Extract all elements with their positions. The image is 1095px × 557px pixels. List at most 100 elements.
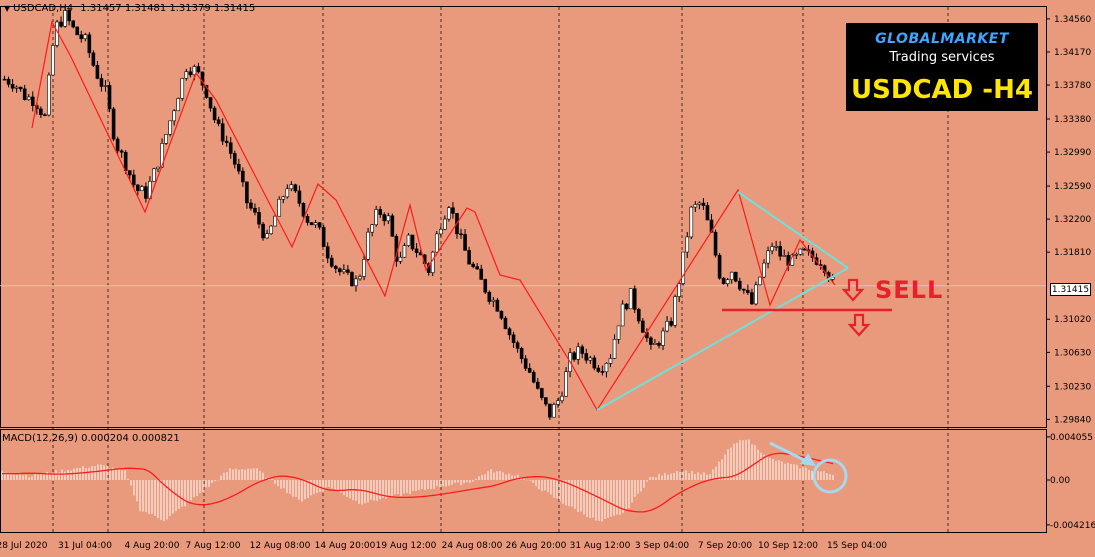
- candle-body: [491, 299, 496, 302]
- candle-body: [673, 296, 677, 326]
- candle-body: [156, 166, 160, 170]
- candle-body: [742, 288, 746, 291]
- candle-body: [434, 233, 439, 253]
- candle-body: [544, 397, 548, 405]
- candle-body: [289, 184, 294, 190]
- target-down-arrow-icon: [847, 313, 871, 337]
- sell-label: SELL: [875, 276, 944, 304]
- price-tick-label: 1.32590: [1054, 182, 1091, 192]
- candle-body: [439, 229, 443, 235]
- candle-body: [665, 321, 669, 332]
- candle-body: [580, 346, 585, 354]
- candle-body: [67, 9, 71, 22]
- candle-body: [697, 202, 702, 205]
- candle-body: [507, 328, 512, 336]
- price-tick-label: 1.32990: [1054, 148, 1091, 158]
- candle-body: [204, 84, 209, 98]
- candle-body: [164, 134, 168, 144]
- candle-body: [471, 263, 475, 267]
- candle-body: [552, 404, 556, 418]
- candle-body: [616, 325, 621, 340]
- candle-body: [144, 186, 148, 199]
- candle-body: [245, 181, 249, 204]
- candle-body: [721, 277, 726, 285]
- candle-body: [467, 250, 471, 265]
- price-tick-label: 1.31020: [1054, 315, 1091, 325]
- candle-body: [305, 215, 310, 223]
- candle-body: [624, 303, 629, 310]
- candle-body: [30, 96, 35, 106]
- time-tick-label: 7 Aug 12:00: [186, 541, 241, 551]
- candle-body: [378, 209, 383, 215]
- candle-body: [115, 138, 120, 152]
- current-price-tag: 1.31415: [1050, 283, 1091, 296]
- candle-body: [309, 222, 314, 226]
- candle-body: [75, 26, 80, 36]
- candle-body: [2, 78, 7, 81]
- candle-body: [228, 142, 233, 154]
- candle-body: [338, 268, 342, 273]
- candle-body: [661, 330, 665, 346]
- candle-body: [51, 45, 55, 76]
- candle-body: [71, 20, 75, 28]
- macd-tick-label: -0.004216: [1050, 521, 1095, 531]
- candle-body: [277, 199, 282, 217]
- time-tick-label: 4 Aug 20:00: [125, 541, 180, 551]
- candle-body: [487, 291, 492, 302]
- candle-body: [59, 21, 63, 27]
- candle-body: [297, 190, 302, 204]
- price-tick-label: 1.30630: [1054, 348, 1091, 358]
- candle-body: [91, 52, 96, 66]
- candle-body: [713, 231, 718, 256]
- candle-body: [762, 262, 766, 278]
- candle-body: [354, 278, 358, 287]
- candle-body: [503, 317, 508, 330]
- candle-body: [540, 388, 544, 398]
- candle-body: [47, 74, 51, 116]
- candle-body: [131, 174, 136, 186]
- candle-body: [176, 98, 181, 112]
- candle-body: [313, 222, 318, 226]
- chart-header: ▼ USDCAD,H4 1.31457 1.31481 1.31379 1.314…: [4, 3, 255, 14]
- candle-body: [746, 289, 750, 293]
- candle-body: [301, 202, 306, 217]
- candle-body: [596, 367, 601, 372]
- candle-body: [87, 34, 92, 54]
- candle-body: [119, 150, 124, 153]
- candles: [2, 7, 835, 420]
- time-tick-label: 26 Aug 20:00: [506, 541, 567, 551]
- candle-body: [184, 71, 189, 79]
- candle-body: [358, 276, 362, 280]
- candle-body: [653, 342, 657, 345]
- time-tick-label: 19 Aug 12:00: [376, 541, 437, 551]
- candle-body: [685, 236, 690, 253]
- candle-body: [519, 348, 524, 360]
- time-tick-label: 28 Jul 2020: [0, 541, 48, 551]
- time-tick-label: 31 Jul 04:00: [58, 541, 112, 551]
- candle-body: [681, 251, 686, 284]
- candle-body: [224, 140, 229, 144]
- candle-body: [778, 245, 782, 257]
- candle-body: [750, 292, 754, 305]
- candle-body: [600, 371, 605, 373]
- candle-body: [196, 66, 201, 73]
- candle-body: [216, 119, 221, 124]
- candle-body: [127, 170, 132, 176]
- candle-body: [172, 110, 176, 122]
- candle-body: [443, 218, 447, 230]
- candle-body: [729, 271, 734, 280]
- candle-body: [572, 352, 576, 360]
- price-tick-label: 1.33380: [1054, 115, 1091, 125]
- candle-body: [548, 403, 552, 418]
- dropdown-triangle-icon[interactable]: ▼: [4, 4, 11, 13]
- candle-body: [531, 372, 536, 383]
- candle-body: [18, 86, 23, 90]
- candle-body: [560, 395, 564, 402]
- symbol-label: USDCAD,H4: [13, 3, 74, 14]
- candle-body: [10, 83, 15, 89]
- candle-body: [200, 71, 205, 86]
- candle-body: [406, 234, 411, 246]
- candle-body: [515, 342, 520, 349]
